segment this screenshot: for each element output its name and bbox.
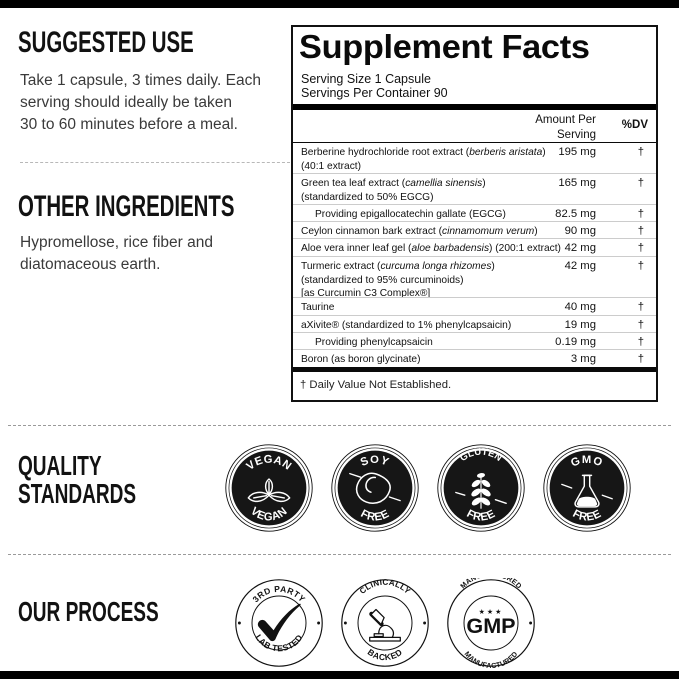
- svg-text:GMP: GMP: [466, 613, 515, 638]
